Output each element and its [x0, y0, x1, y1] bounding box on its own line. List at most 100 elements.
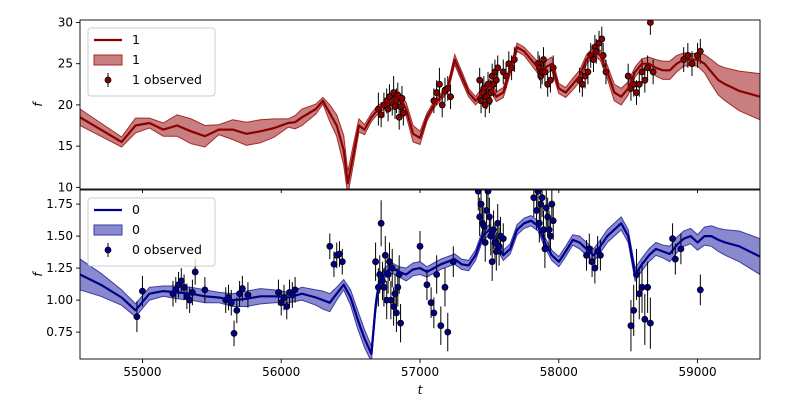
y-tick-label: 1.50 [46, 229, 73, 243]
observed-point [133, 313, 141, 321]
observed-point [635, 290, 643, 298]
observed-point [641, 76, 649, 84]
observed-point [588, 258, 596, 266]
observed-point [477, 97, 485, 105]
observed-point [591, 264, 599, 272]
observed-point [336, 250, 343, 258]
observed-point [597, 251, 604, 259]
observed-point [644, 64, 651, 72]
mean-line [80, 219, 760, 355]
observed-point [630, 306, 638, 314]
observed-point [540, 56, 547, 63]
observed-point [447, 93, 454, 101]
observed-point [391, 290, 399, 298]
observed-point [635, 80, 643, 88]
observed-point [399, 109, 407, 117]
observed-point [533, 207, 540, 214]
plot-area [80, 20, 760, 189]
observed-point [139, 287, 146, 295]
observed-point [180, 283, 188, 291]
observed-point [548, 200, 556, 208]
observed-point [186, 296, 194, 304]
observed-point [538, 194, 546, 202]
observed-point [393, 309, 400, 317]
observed-point [438, 101, 446, 109]
observed-point [436, 80, 443, 88]
observed-point [377, 111, 385, 119]
observed-point [624, 72, 632, 80]
observed-point [547, 232, 554, 240]
y-tick-label: 1.00 [46, 293, 73, 307]
legend-marker-swatch [104, 76, 112, 84]
observed-point [236, 290, 243, 298]
observed-point [545, 226, 553, 234]
observed-point [590, 56, 597, 63]
observed-point [688, 60, 696, 68]
y-tick-label: 1.25 [46, 261, 73, 275]
bottom-panel: 0.75 1.00 1.25 1.50 1.75 55000 56000 57000 58000… [31, 189, 761, 397]
observed-point [326, 242, 334, 250]
plot-area [80, 190, 760, 359]
observed-point [477, 200, 485, 208]
legend-label: 0 observed [132, 242, 202, 257]
observed-point [386, 93, 393, 101]
observed-point [481, 101, 489, 109]
observed-point [394, 283, 402, 291]
observed-point [547, 76, 554, 84]
x-tick-label: 57000 [401, 365, 439, 379]
observed-point [381, 251, 389, 259]
observed-point [395, 113, 403, 121]
legend: 1 1 1 observed [87, 27, 216, 97]
top-panel: 10 15 20 25 30 f 1 1 1 observed [31, 15, 761, 194]
observed-point [485, 213, 493, 221]
observed-point [433, 271, 441, 278]
observed-point [494, 219, 502, 227]
observed-point [386, 258, 393, 266]
observed-point [684, 52, 692, 59]
legend-box [87, 197, 216, 267]
y-tick-label: 0.75 [46, 325, 73, 339]
observed-point [484, 190, 492, 195]
observed-point [499, 235, 507, 243]
mean-line [80, 46, 760, 185]
observed-point [530, 194, 538, 202]
observed-point [441, 283, 449, 291]
y-tick-label: 20 [58, 98, 73, 112]
observed-point [541, 68, 549, 76]
observed-point [233, 306, 241, 314]
y-tick-label: 1.75 [46, 197, 73, 211]
observed-point [476, 213, 484, 221]
observed-point [583, 251, 590, 259]
x-tick-label: 55000 [123, 365, 161, 379]
observed-point [696, 47, 704, 55]
observed-point [283, 303, 291, 310]
observed-point [430, 309, 438, 317]
observed-point [646, 319, 654, 327]
observed-point [201, 286, 209, 294]
observed-point [330, 260, 338, 268]
observed-point [444, 328, 452, 336]
observed-point [578, 80, 586, 88]
observed-point [384, 105, 392, 113]
observed-point [644, 283, 651, 291]
y-tick-label: 15 [58, 139, 73, 153]
observed-point [427, 299, 435, 307]
observed-point [238, 285, 246, 292]
observed-point [669, 235, 676, 243]
observed-point [483, 207, 491, 214]
observed-point [191, 268, 199, 276]
observed-point [542, 204, 550, 212]
observed-point [534, 190, 542, 195]
observed-point [671, 255, 679, 263]
observed-point [376, 271, 384, 278]
observed-point [488, 258, 496, 266]
observed-point [177, 277, 185, 285]
observed-point [377, 219, 385, 227]
observed-point [584, 68, 592, 76]
observed-point [481, 239, 489, 246]
legend-label: 1 [132, 52, 140, 67]
observed-point [638, 68, 646, 76]
observed-point [677, 245, 685, 253]
observed-point [492, 76, 500, 84]
observed-point [387, 296, 395, 304]
